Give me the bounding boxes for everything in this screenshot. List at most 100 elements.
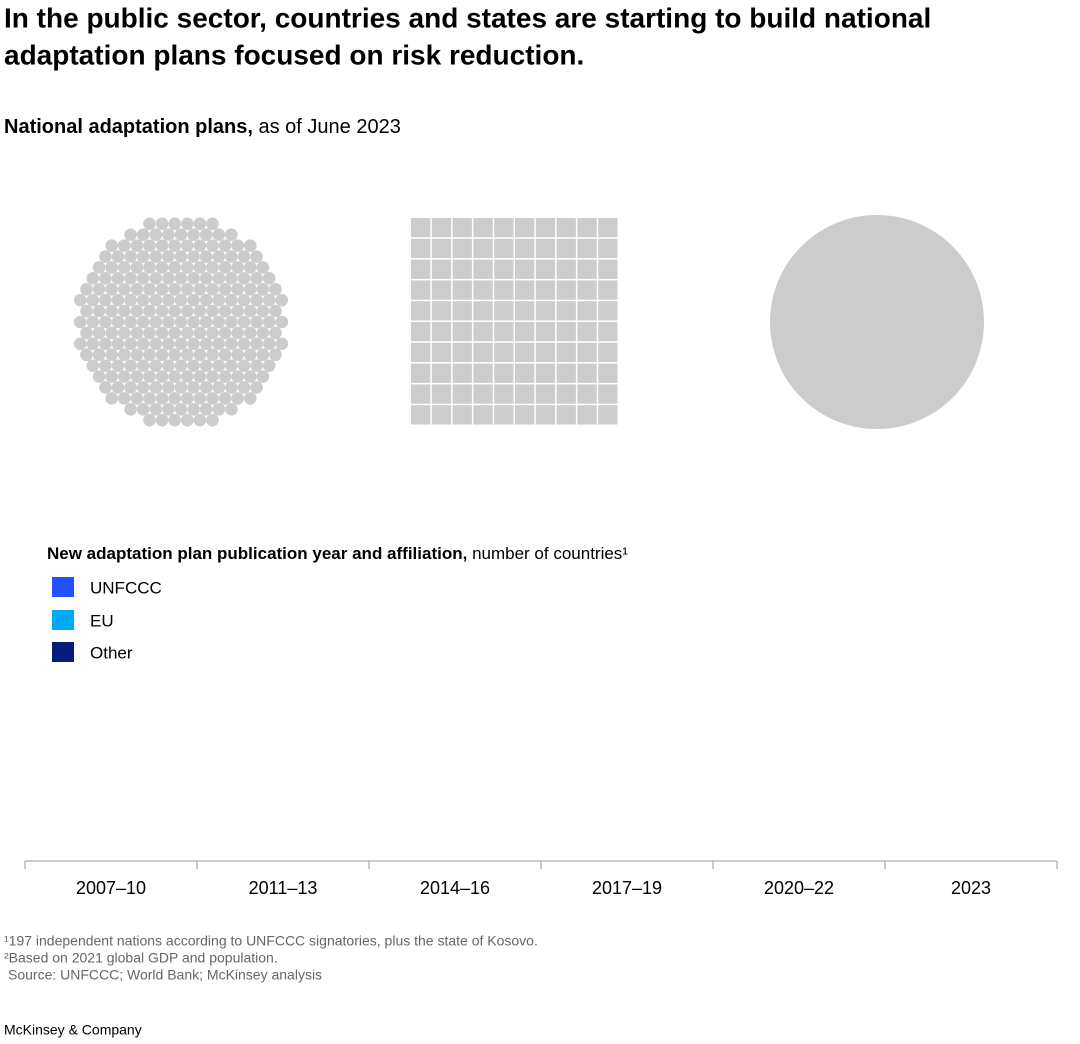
grid-cell [515,238,535,259]
grid-cell [431,384,452,404]
dot [199,402,213,416]
square-grid [411,218,618,425]
dot [80,326,93,340]
dot [105,261,118,274]
dot [181,370,194,383]
dot [162,359,175,372]
dot [193,370,207,383]
dot [149,337,163,351]
dot [143,239,156,252]
dot [136,359,150,372]
grid-cell [535,405,556,425]
grid-cell [431,280,452,300]
dot [155,348,169,362]
grid-cell [411,342,431,363]
grid-cell [577,301,597,321]
grid-cell [452,322,472,342]
dot [225,402,238,416]
timeline-label: 2011–13 [249,878,318,898]
dot [143,413,156,427]
dot [218,392,232,405]
dot [237,293,251,307]
grid-cell [452,218,472,238]
dot [199,337,213,351]
grid-cell [535,280,556,300]
dot [111,250,125,263]
dot [225,337,238,351]
footnote: ²Based on 2021 global GDP and population… [4,950,278,966]
timeline-label: 2020–22 [764,878,834,898]
grid-cell [452,301,472,321]
dot [99,293,112,307]
dot [174,272,188,285]
grid-cell [494,238,514,259]
dot [269,326,282,340]
dot [149,293,163,307]
grid-cell [411,384,431,404]
grid-cell [494,363,514,383]
dot [187,359,200,372]
dot [231,282,244,296]
dot [130,239,144,252]
dot [231,239,244,252]
dot [130,348,144,362]
dot [174,293,188,307]
dot [206,261,219,274]
legend-swatch [52,642,74,662]
dot [212,315,226,329]
grid-cell [556,384,576,404]
dot [225,250,238,263]
dot [168,348,181,362]
dot [130,282,144,296]
dot [244,304,257,318]
dot [174,228,188,242]
dot [269,282,282,296]
dot [143,282,156,296]
dot [212,293,226,307]
grid-cell [473,363,493,383]
dot [174,250,188,263]
dot [99,359,112,372]
dot [244,239,257,252]
dot [155,413,169,427]
grid-cell [411,259,431,279]
grid-cell [473,280,493,300]
dot [181,326,194,340]
grid-cell [452,405,472,425]
grid-cell [473,322,493,342]
dot [187,250,200,263]
dot [136,250,150,263]
grid-cell [473,218,493,238]
dot [99,381,112,394]
dot [181,261,194,274]
dot [130,392,144,405]
grid-cell [535,301,556,321]
dot [124,228,137,242]
grid-cell [577,218,597,238]
dot [130,261,144,274]
grid-cell [577,342,597,363]
dot [118,304,131,318]
dot [218,261,232,274]
grid-cell [598,301,618,321]
dot [124,337,137,351]
dot [136,315,150,329]
dot [111,359,125,372]
dot [162,250,175,263]
grid-cell [452,259,472,279]
dot [193,282,207,296]
dot [105,370,118,383]
grid-cell [535,238,556,259]
dot [237,272,251,285]
dot [105,348,118,362]
grid-cell [411,280,431,300]
dot [168,261,181,274]
dot [187,315,200,329]
dot [118,282,131,296]
legend-label: UNFCCC [90,578,162,597]
dot [244,261,257,274]
dot [124,250,137,263]
grid-cell [577,280,597,300]
grid-cell [535,218,556,238]
grid-cell [494,218,514,238]
